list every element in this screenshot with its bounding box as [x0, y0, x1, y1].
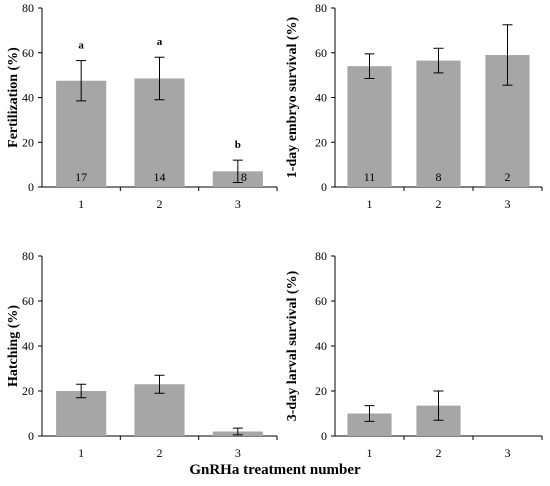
panel-3-y-tick-label: 0	[28, 429, 34, 443]
panel-2-y-tick-label: 0	[321, 180, 327, 194]
panel-2-sample-size-label: 11	[364, 170, 376, 184]
panel-4-y-tick-label: 20	[315, 384, 327, 398]
panel-4-x-tick-label: 1	[367, 446, 373, 460]
panel-1-significance-letter: b	[235, 139, 241, 151]
panel-3-y-axis-label: Hatching (%)	[6, 305, 21, 387]
panel-1-x-tick-label: 1	[78, 197, 84, 211]
panel-3-x-tick-label: 3	[235, 446, 241, 460]
panel-4-x-tick-label: 2	[436, 446, 442, 460]
panel-1-sample-size-label: 8	[241, 170, 247, 184]
shared-x-axis-label: GnRHa treatment number	[189, 462, 361, 478]
panel-1-y-tick-label: 40	[22, 91, 34, 105]
panel-1-sample-size-label: 17	[75, 170, 87, 184]
panel-1-y-axis-label: Fertilization (%)	[6, 47, 21, 148]
panel-3-y-tick-label: 40	[22, 339, 34, 353]
panel-4-y-tick-label: 80	[315, 249, 327, 263]
panel-1-y-tick-label: 0	[28, 180, 34, 194]
panel-3-bar	[56, 391, 107, 436]
panel-4-x-tick-label: 3	[505, 446, 511, 460]
panel-1-y-tick-label: 20	[22, 135, 34, 149]
panel-1-sample-size-label: 14	[154, 170, 166, 184]
panel-4-y-axis-label: 3-day larval survival (%)	[285, 270, 300, 421]
panel-2-bar	[347, 66, 392, 187]
panel-2-y-axis-label: 1-day embryo survival (%)	[285, 16, 300, 178]
panel-3-x-tick-label: 2	[157, 446, 163, 460]
panel-3-y-tick-label: 20	[22, 384, 34, 398]
panel-2-bar	[416, 60, 461, 187]
panel-3-x-tick-label: 1	[78, 446, 84, 460]
panel-2-x-tick-label: 2	[436, 197, 442, 211]
panel-1-significance-letter: a	[157, 36, 163, 48]
panel-3-y-tick-label: 80	[22, 249, 34, 263]
panel-2-y-tick-label: 60	[315, 46, 327, 60]
panel-4-y-tick-label: 0	[321, 429, 327, 443]
panel-2-x-tick-label: 1	[367, 197, 373, 211]
panel-2-y-tick-label: 80	[315, 1, 327, 15]
panel-1-y-tick-label: 80	[22, 1, 34, 15]
panel-2-sample-size-label: 2	[505, 170, 511, 184]
panel-2-x-tick-label: 3	[505, 197, 511, 211]
panel-3-y-tick-label: 60	[22, 294, 34, 308]
panel-4-y-tick-label: 60	[315, 294, 327, 308]
panel-1-y-tick-label: 60	[22, 46, 34, 60]
panel-2-y-tick-label: 40	[315, 91, 327, 105]
panel-4-y-tick-label: 40	[315, 339, 327, 353]
panel-2-y-tick-label: 20	[315, 135, 327, 149]
panel-1-x-tick-label: 2	[157, 197, 163, 211]
panel-1-x-tick-label: 3	[235, 197, 241, 211]
panel-1-significance-letter: a	[78, 40, 84, 52]
panel-2-sample-size-label: 8	[436, 170, 442, 184]
panel-4-bar	[347, 413, 392, 436]
